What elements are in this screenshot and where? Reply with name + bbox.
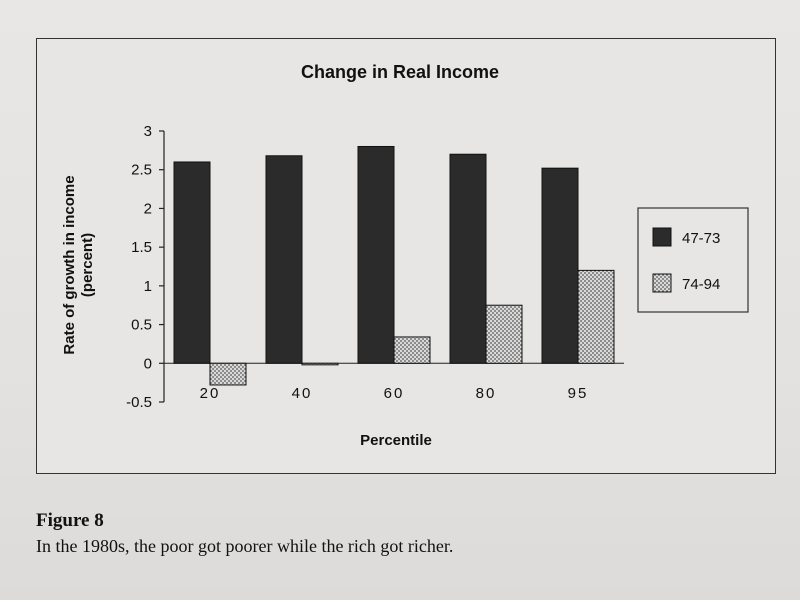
bar-47-73-95 — [541, 167, 579, 364]
x-tick-label-95: 95 — [568, 385, 589, 402]
bar-47-73-20 — [173, 161, 211, 364]
chart-title: Change in Real Income — [301, 62, 499, 82]
x-tick-label-80: 80 — [476, 385, 497, 402]
legend-box — [637, 207, 749, 313]
x-tick-label-60: 60 — [384, 385, 405, 402]
legend-label-74-94: 74-94 — [682, 276, 720, 293]
legend-swatch-47-73 — [652, 227, 672, 247]
bar-74-94-40 — [301, 362, 339, 366]
bar-47-73-40 — [265, 155, 303, 364]
y-tick-label: 0 — [144, 355, 152, 372]
bar-74-94-20 — [209, 362, 247, 386]
bar-74-94-60 — [393, 336, 431, 364]
y-tick-label: 2.5 — [131, 162, 152, 179]
y-tick-label: 3 — [144, 123, 152, 140]
bar-74-94-80 — [485, 304, 523, 364]
bars-group — [173, 145, 615, 386]
legend-label-47-73: 47-73 — [682, 230, 720, 247]
y-tick-label: 0.5 — [131, 317, 152, 334]
x-axis-label: Percentile — [360, 432, 432, 449]
y-tick-label: -0.5 — [126, 394, 152, 411]
x-tick-labels: 20 40 60 80 95 — [200, 385, 589, 402]
figure-caption: In the 1980s, the poor got poorer while … — [36, 536, 454, 556]
bar-74-94-95 — [577, 269, 615, 364]
bar-47-73-80 — [449, 153, 487, 364]
y-axis-label-line1: Rate of growth in income — [61, 175, 78, 354]
y-tick-label: 1.5 — [131, 239, 152, 256]
bar-47-73-60 — [357, 145, 395, 364]
y-axis-label-line2: (percent) — [79, 233, 96, 297]
legend-swatch-74-94 — [652, 273, 672, 293]
figure-label: Figure 8 — [36, 510, 104, 531]
x-tick-label-20: 20 — [200, 385, 221, 402]
x-tick-label-40: 40 — [292, 385, 313, 402]
y-tick-label: 2 — [144, 200, 152, 217]
y-tick-label: 1 — [144, 278, 152, 295]
legend: 47-73 74-94 — [637, 207, 749, 313]
